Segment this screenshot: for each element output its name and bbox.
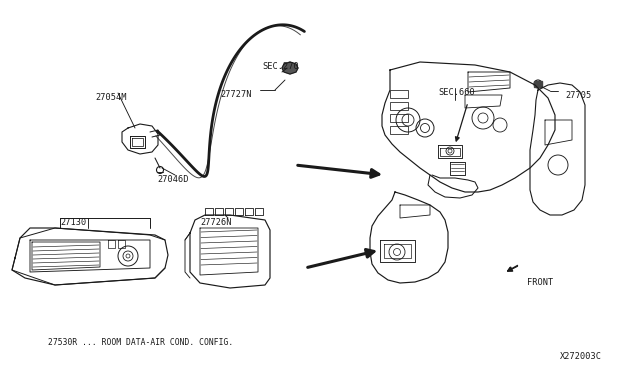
Bar [390,90,408,98]
Text: SEC.660: SEC.660 [438,88,475,97]
Text: FRONT: FRONT [527,278,553,287]
Polygon shape [534,81,542,87]
Text: 27130: 27130 [60,218,86,227]
Text: 27726N: 27726N [200,218,232,227]
Bar [390,102,408,110]
Text: 27727N: 27727N [220,90,252,99]
Text: 27705: 27705 [565,91,591,100]
Text: X272003C: X272003C [560,352,602,361]
Text: 27054M: 27054M [95,93,127,102]
Polygon shape [282,62,298,74]
Bar [390,114,408,122]
Text: SEC.270: SEC.270 [262,62,299,71]
Text: 27046D: 27046D [157,175,189,184]
Bar [390,126,408,134]
Text: 27530R ... ROOM DATA-AIR COND. CONFIG.: 27530R ... ROOM DATA-AIR COND. CONFIG. [48,338,233,347]
